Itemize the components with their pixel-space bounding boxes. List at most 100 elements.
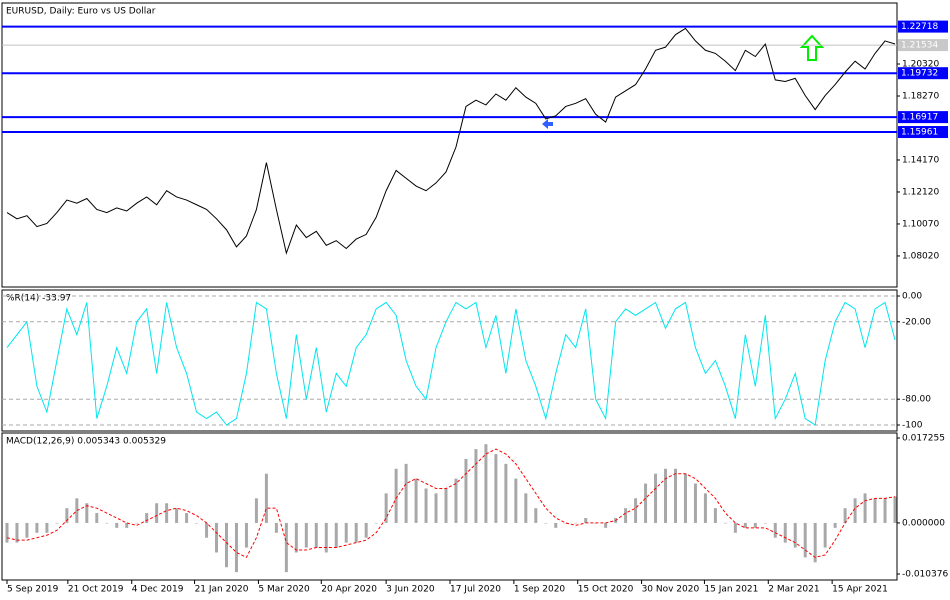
- x-tick-label: 20 Apr 2020: [321, 585, 377, 595]
- histogram-bar: [634, 498, 638, 523]
- histogram-bar: [95, 513, 99, 523]
- histogram-bar: [843, 508, 847, 523]
- series-line: [6, 448, 896, 559]
- histogram-bar: [683, 473, 687, 523]
- histogram-bar: [793, 522, 797, 548]
- histogram-bar: [703, 493, 707, 523]
- histogram-bar: [803, 522, 807, 558]
- y-tick-label: 1.20320: [902, 60, 939, 70]
- histogram-bar: [773, 522, 777, 538]
- pane-title: %R(14) -33.97: [6, 294, 71, 304]
- histogram-bar: [504, 463, 508, 523]
- x-tick-label: 4 Dec 2019: [132, 585, 184, 595]
- y-tick-label: -20.00: [902, 317, 931, 327]
- histogram-bar: [35, 522, 39, 533]
- histogram-bar: [175, 508, 179, 523]
- histogram-bar: [254, 498, 258, 523]
- histogram-bar: [883, 498, 887, 523]
- histogram-bar: [394, 468, 398, 523]
- y-tick-label: 1.14170: [902, 155, 939, 165]
- wpr-pane: [1, 289, 898, 432]
- x-tick-label: 21 Oct 2019: [68, 585, 124, 595]
- histogram-bar: [833, 522, 837, 528]
- level-label-box: [898, 20, 948, 33]
- histogram-bar: [374, 522, 378, 524]
- histogram-bar: [454, 478, 458, 523]
- y-tick-label: -0.010376: [902, 570, 948, 580]
- histogram-bar: [404, 463, 408, 523]
- level-label: 1.16917: [901, 113, 938, 123]
- histogram-bar: [893, 496, 897, 523]
- histogram-bar: [185, 513, 189, 523]
- series-line: [6, 27, 896, 255]
- x-tick-label: 1 Sep 2020: [514, 585, 566, 595]
- histogram-bar: [205, 522, 209, 538]
- histogram-bar: [85, 503, 89, 523]
- histogram-bar: [743, 522, 747, 528]
- level-label: 1.19732: [901, 69, 938, 79]
- histogram-bar: [673, 468, 677, 523]
- histogram-bar: [304, 522, 308, 548]
- x-tick-label: 17 Jul 2020: [450, 585, 501, 595]
- histogram-bar: [514, 478, 518, 523]
- x-tick-label: 30 Nov 2020: [642, 585, 700, 595]
- histogram-bar: [244, 522, 248, 548]
- x-tick-label: 5 Sep 2019: [7, 585, 59, 595]
- histogram-bar: [783, 522, 787, 543]
- x-tick-label: 15 Apr 2021: [832, 585, 888, 595]
- histogram-bar: [165, 503, 169, 523]
- histogram-bar: [823, 522, 827, 548]
- histogram-bar: [115, 522, 119, 528]
- histogram-bar: [215, 522, 219, 553]
- x-tick-label: 3 Jun 2020: [386, 585, 435, 595]
- level-label: 1.22718: [901, 22, 938, 32]
- x-tick-label: 2 Mar 2021: [768, 585, 819, 595]
- price-pane: [1, 2, 898, 288]
- histogram-bar: [873, 498, 877, 523]
- histogram-bar: [654, 473, 658, 523]
- x-tick-label: 15 Jan 2021: [704, 585, 758, 595]
- y-tick-label: 1.18270: [902, 92, 939, 102]
- histogram-bar: [464, 458, 468, 523]
- histogram-bar: [434, 493, 438, 523]
- histogram-bar: [55, 522, 59, 524]
- histogram-bar: [624, 508, 628, 523]
- histogram-bar: [354, 522, 358, 543]
- histogram-bar: [584, 518, 588, 523]
- y-tick-label: 0.000000: [902, 518, 945, 528]
- y-tick-label: -80.00: [902, 395, 931, 405]
- histogram-bar: [25, 522, 29, 538]
- y-tick-label: 1.10070: [902, 219, 939, 229]
- histogram-bar: [813, 522, 817, 563]
- histogram-bar: [723, 522, 727, 524]
- histogram-bar: [294, 522, 298, 553]
- pane-title: EURUSD, Daily: Euro vs US Dollar: [6, 7, 156, 17]
- histogram-bar: [544, 522, 548, 524]
- level-label: 1.15961: [901, 128, 938, 138]
- histogram-bar: [863, 493, 867, 523]
- trade-arrow: [542, 119, 553, 129]
- histogram-bar: [5, 522, 9, 543]
- histogram-bar: [125, 522, 129, 528]
- histogram-bar: [264, 473, 268, 523]
- histogram-bar: [574, 522, 578, 524]
- histogram-bar: [693, 483, 697, 523]
- x-tick-label: 15 Oct 2020: [578, 585, 634, 595]
- histogram-bar: [334, 522, 338, 548]
- y-tick-label: -100: [902, 421, 923, 431]
- histogram-bar: [364, 522, 368, 538]
- histogram-bar: [644, 483, 648, 523]
- histogram-bar: [853, 498, 857, 523]
- histogram-bar: [753, 522, 757, 528]
- histogram-bar: [224, 522, 228, 568]
- histogram-bar: [524, 493, 528, 523]
- histogram-bar: [554, 522, 558, 528]
- histogram-bar: [494, 454, 498, 523]
- histogram-bar: [713, 508, 717, 523]
- histogram-bar: [324, 522, 328, 553]
- histogram-bar: [145, 513, 149, 523]
- histogram-bar: [274, 522, 278, 533]
- histogram-bar: [564, 522, 568, 524]
- x-tick-label: 5 Mar 2020: [258, 585, 310, 595]
